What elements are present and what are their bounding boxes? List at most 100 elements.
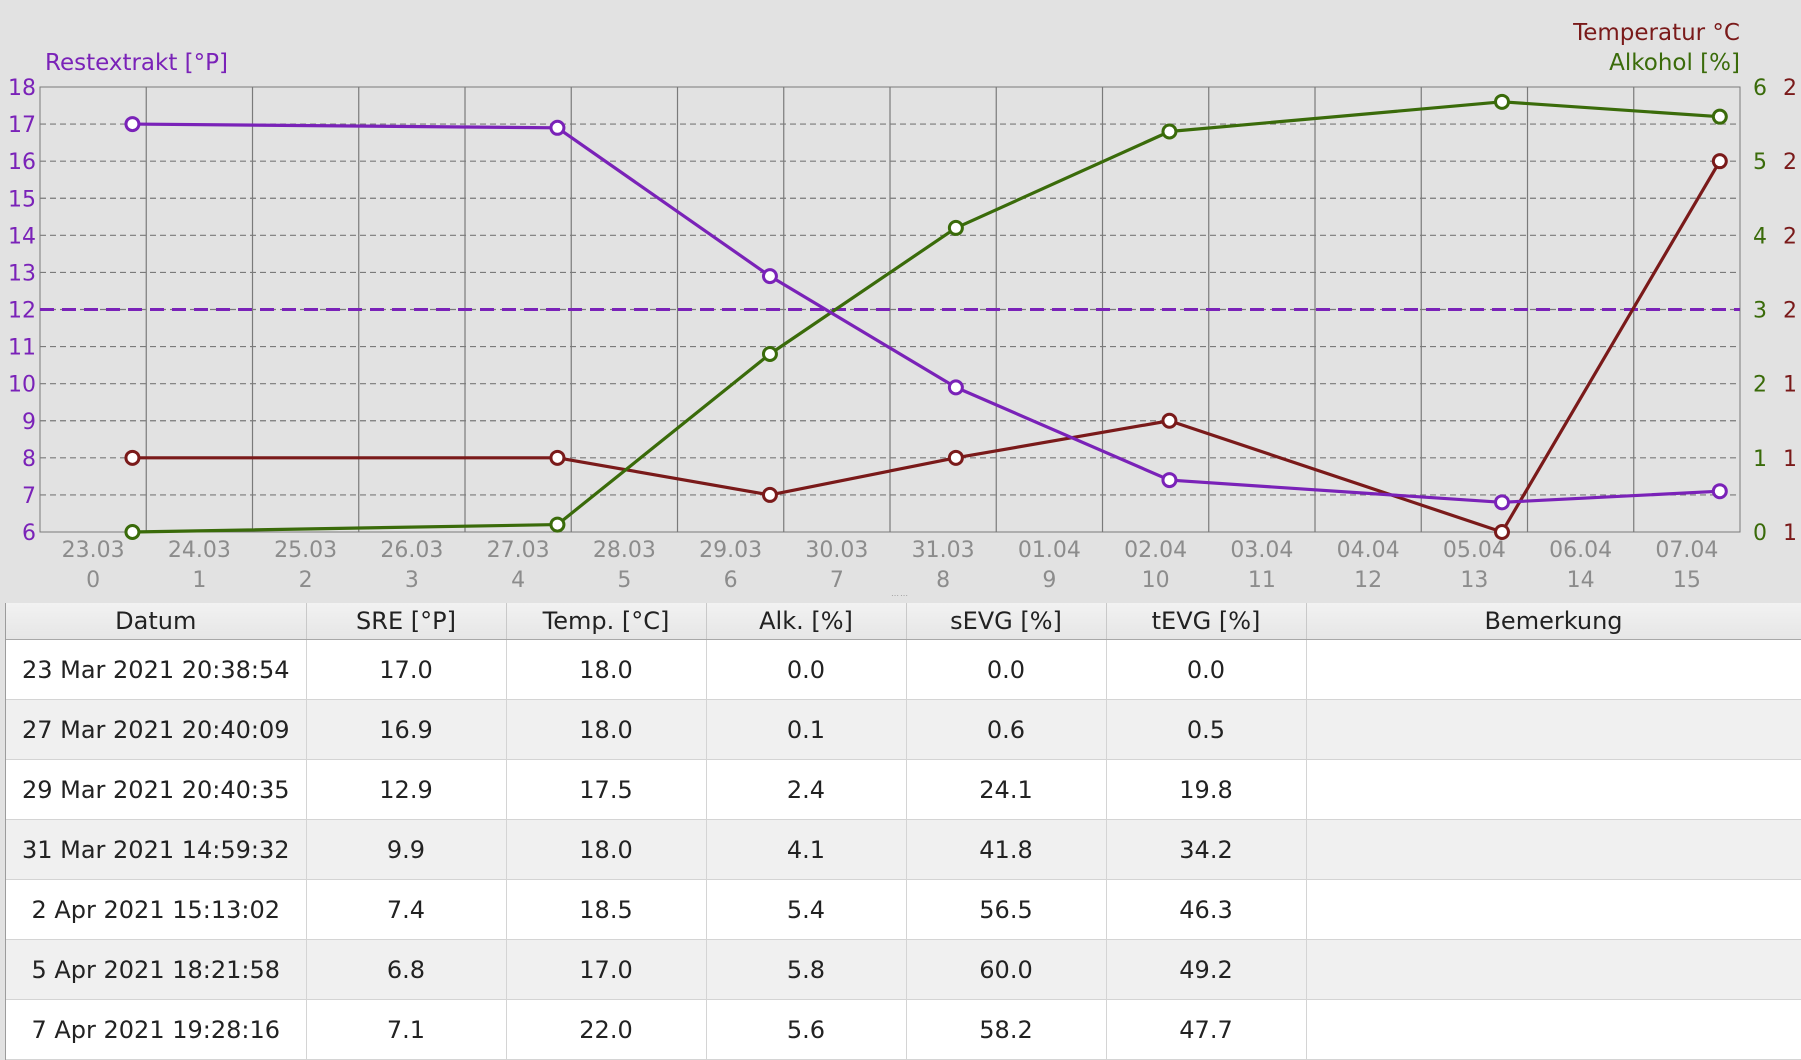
data-point-temperature <box>1161 412 1178 429</box>
table-cell[interactable]: 4.1 <box>706 819 907 880</box>
table-cell[interactable]: 18.0 <box>506 699 707 760</box>
table-cell[interactable]: 0.5 <box>1106 699 1307 760</box>
table-cell[interactable]: 5.4 <box>706 879 907 940</box>
table-cell[interactable]: 29 Mar 2021 20:40:35 <box>6 759 307 820</box>
table-cell[interactable]: 18.0 <box>506 819 707 880</box>
table-cell[interactable]: 16.9 <box>306 699 507 760</box>
table-cell[interactable]: 18.0 <box>506 639 707 700</box>
table-cell[interactable]: 24.1 <box>906 759 1107 820</box>
alcohol-axis-tick-label: 6 <box>1753 76 1767 101</box>
table-cell[interactable]: 2.4 <box>706 759 907 820</box>
column-header[interactable]: sEVG [%] <box>906 603 1107 640</box>
table-row[interactable]: 7 Apr 2021 19:28:16 7.1 22.0 5.6 58.2 47.7 <box>6 999 1801 1060</box>
table-cell[interactable]: 22.0 <box>506 999 707 1060</box>
table-cell[interactable]: 5 Apr 2021 18:21:58 <box>6 939 307 1000</box>
x-date-tick-label: 30.03 <box>805 538 868 563</box>
table-cell[interactable]: 31 Mar 2021 14:59:32 <box>6 819 307 880</box>
x-date-tick-label: 27.03 <box>487 538 550 563</box>
left-axis-tick-label: 6 <box>22 521 36 546</box>
x-date-tick-label: 06.04 <box>1549 538 1612 563</box>
data-point-alcohol <box>1161 123 1178 140</box>
table-cell[interactable]: 9.9 <box>306 819 507 880</box>
x-date-tick-label: 26.03 <box>380 538 443 563</box>
table-row[interactable]: 31 Mar 2021 14:59:32 9.9 18.0 4.1 41.8 34.2 <box>6 819 1801 880</box>
x-day-tick-label: 3 <box>405 568 419 593</box>
table-cell[interactable]: 5.8 <box>706 939 907 1000</box>
column-header[interactable]: Alk. [%] <box>706 603 907 640</box>
table-cell[interactable]: 41.8 <box>906 819 1107 880</box>
measurements-table-container: Datum SRE [°P] Temp. [°C] Alk. [%] sEVG [%] t… <box>5 603 1801 1060</box>
column-header[interactable]: SRE [°P] <box>306 603 507 640</box>
table-cell[interactable]: 27 Mar 2021 20:40:09 <box>6 699 307 760</box>
table-cell[interactable]: 46.3 <box>1106 879 1307 940</box>
column-header[interactable]: Bemerkung <box>1306 603 1801 640</box>
left-axis-tick-label: 16 <box>8 150 36 175</box>
left-axis-tick-label: 18 <box>8 76 36 101</box>
data-point-left <box>1711 483 1728 500</box>
column-header[interactable]: tEVG [%] <box>1106 603 1307 640</box>
table-cell[interactable]: 0.6 <box>906 699 1107 760</box>
table-cell[interactable]: 34.2 <box>1106 819 1307 880</box>
table-cell[interactable] <box>1306 999 1801 1060</box>
data-point-temperature <box>124 449 141 466</box>
table-row[interactable]: 2 Apr 2021 15:13:02 7.4 18.5 5.4 56.5 46.3 <box>6 879 1801 940</box>
x-date-tick-label: 28.03 <box>593 538 656 563</box>
x-day-tick-label: 6 <box>724 568 738 593</box>
table-cell[interactable] <box>1306 699 1801 760</box>
data-point-alcohol <box>124 524 141 540</box>
table-cell[interactable]: 19.8 <box>1106 759 1307 820</box>
table-cell[interactable]: 0.0 <box>706 639 907 700</box>
table-cell[interactable]: 0.1 <box>706 699 907 760</box>
table-cell[interactable]: 58.2 <box>906 999 1107 1060</box>
temperature-axis-tick-label: 2 <box>1783 150 1797 175</box>
data-point-temperature <box>947 449 964 466</box>
table-row[interactable]: 29 Mar 2021 20:40:35 12.9 17.5 2.4 24.1 19.8 <box>6 759 1801 820</box>
data-point-alcohol <box>947 219 964 236</box>
splitter-handle[interactable]: ⋯⋯ <box>891 591 909 600</box>
table-cell[interactable]: 2 Apr 2021 15:13:02 <box>6 879 307 940</box>
chart-canvas: 18171615141312111098766543210222211123.0… <box>8 20 1797 593</box>
table-row[interactable]: 5 Apr 2021 18:21:58 6.8 17.0 5.8 60.0 49.2 <box>6 939 1801 1000</box>
temperature-axis-tick-label: 1 <box>1783 373 1797 398</box>
table-cell[interactable]: 17.0 <box>306 639 507 700</box>
table-cell[interactable] <box>1306 939 1801 1000</box>
alcohol-axis-tick-label: 5 <box>1753 150 1767 175</box>
table-cell[interactable] <box>1306 639 1801 700</box>
left-axis-tick-label: 17 <box>8 113 36 138</box>
table-cell[interactable]: 49.2 <box>1106 939 1307 1000</box>
x-date-tick-label: 23.03 <box>62 538 125 563</box>
table-cell[interactable]: 12.9 <box>306 759 507 820</box>
x-date-tick-label: 01.04 <box>1018 538 1081 563</box>
table-cell[interactable]: 7 Apr 2021 19:28:16 <box>6 999 307 1060</box>
table-cell[interactable]: 56.5 <box>906 879 1107 940</box>
table-cell[interactable]: 60.0 <box>906 939 1107 1000</box>
table-cell[interactable]: 7.4 <box>306 879 507 940</box>
table-cell[interactable]: 18.5 <box>506 879 707 940</box>
data-point-temperature <box>1711 153 1728 170</box>
x-day-tick-label: 5 <box>617 568 631 593</box>
data-point-left <box>761 268 778 285</box>
table-row[interactable]: 27 Mar 2021 20:40:09 16.9 18.0 0.1 0.6 0.5 <box>6 699 1801 760</box>
table-cell[interactable]: 0.0 <box>906 639 1107 700</box>
alcohol-axis-title: Alkohol [%] <box>1609 50 1740 76</box>
table-cell[interactable]: 7.1 <box>306 999 507 1060</box>
temperature-axis-tick-label: 1 <box>1783 447 1797 472</box>
column-header[interactable]: Datum <box>6 603 307 640</box>
table-cell[interactable]: 6.8 <box>306 939 507 1000</box>
table-cell[interactable]: 0.0 <box>1106 639 1307 700</box>
table-cell[interactable]: 23 Mar 2021 20:38:54 <box>6 639 307 700</box>
left-axis-tick-label: 9 <box>22 410 36 435</box>
series-line-alcohol <box>132 100 1720 534</box>
table-cell[interactable] <box>1306 819 1801 880</box>
table-cell[interactable]: 5.6 <box>706 999 907 1060</box>
alcohol-axis-tick-label: 2 <box>1753 373 1767 398</box>
temperature-axis-tick-label: 2 <box>1783 299 1797 324</box>
table-cell[interactable]: 17.0 <box>506 939 707 1000</box>
table-cell[interactable]: 17.5 <box>506 759 707 820</box>
table-cell[interactable]: 47.7 <box>1106 999 1307 1060</box>
column-header[interactable]: Temp. [°C] <box>506 603 707 640</box>
table-cell[interactable] <box>1306 879 1801 940</box>
x-day-tick-label: 8 <box>936 568 950 593</box>
table-row[interactable]: 23 Mar 2021 20:38:54 17.0 18.0 0.0 0.0 0.0 <box>6 639 1801 700</box>
table-cell[interactable] <box>1306 759 1801 820</box>
